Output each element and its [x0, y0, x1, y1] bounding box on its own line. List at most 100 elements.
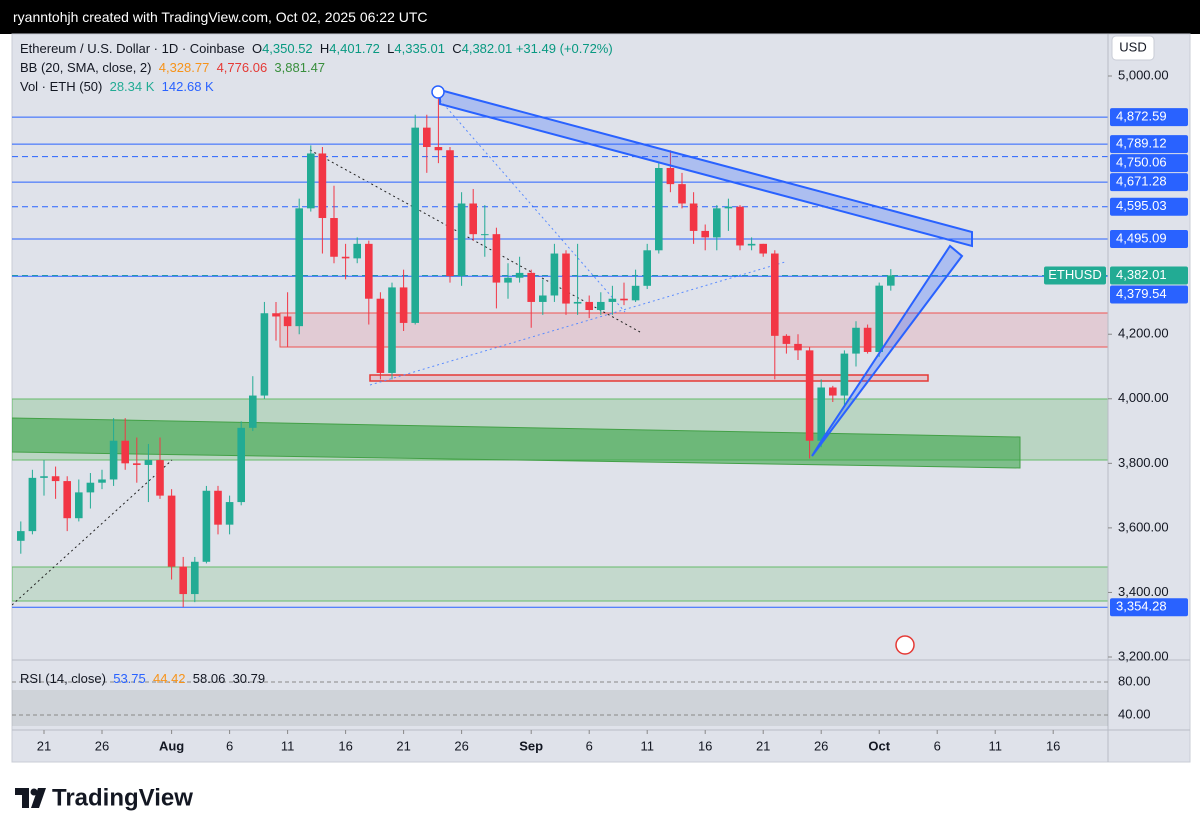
logo-dot [30, 788, 38, 796]
y-tick-label: 3,600.00 [1118, 519, 1169, 534]
x-tick-label: 11 [988, 738, 1002, 753]
y-tick-label: 3,800.00 [1118, 455, 1169, 470]
y-tick-label: 4,000.00 [1118, 390, 1169, 405]
bb: BB (20, SMA, close, 2) [20, 60, 152, 75]
candle-body [550, 253, 559, 296]
legend-row: Vol · ETH (50) 28.34 K 142.68 K [20, 77, 613, 96]
rsi-value: 53.75 [113, 671, 146, 686]
candle-body [376, 298, 385, 373]
bb-basis: 4,328.77 [158, 60, 210, 75]
candle-body [75, 492, 83, 519]
x-tick-label: 16 [338, 738, 352, 753]
candle-body [655, 167, 663, 251]
zone [12, 566, 1108, 602]
price-label-box [1110, 197, 1188, 216]
brand: TradingView [52, 784, 193, 811]
candle-body [620, 298, 628, 301]
l-label: L [387, 41, 395, 56]
candle-body [631, 285, 640, 301]
candle-body [643, 250, 651, 286]
candle-body [295, 208, 303, 327]
x-tick-label: 21 [37, 738, 51, 753]
candle-body [167, 495, 176, 567]
candle-body [504, 277, 512, 283]
candle-body [40, 476, 48, 478]
event-icon[interactable] [895, 635, 915, 655]
y-tick-label: 4,200.00 [1118, 326, 1169, 341]
footer: TradingView [15, 784, 193, 811]
candle-body [86, 482, 95, 493]
vol-ma: 142.68 K [161, 79, 214, 94]
x-tick-label: 26 [814, 738, 828, 753]
x-tick-label: 21 [396, 738, 410, 753]
bb-lower: 3,881.47 [274, 60, 326, 75]
candle-body [237, 427, 245, 503]
candle-body [666, 167, 675, 185]
h-label: H [319, 41, 330, 56]
zone [12, 417, 1021, 469]
candle-body [875, 285, 883, 352]
candle-body [689, 203, 698, 231]
rsi-label: RSI (14, close) [20, 671, 106, 686]
candle-body [562, 253, 570, 304]
rsi-tick-label: 40.00 [1118, 706, 1151, 721]
candle-body [411, 127, 419, 323]
candle-body [887, 275, 895, 286]
x-tick-label: 21 [756, 738, 770, 753]
x-tick-label: 16 [1046, 738, 1060, 753]
candle-body [283, 316, 292, 327]
candle-body [399, 287, 408, 323]
candle-body [225, 502, 234, 525]
trendline [439, 99, 626, 313]
rsi-v4: 30.79 [232, 671, 266, 686]
price-label-box [1110, 135, 1188, 154]
rsi-v3: 58.06 [192, 671, 226, 686]
vol-value: 28.34 K [109, 79, 155, 94]
candle-body [701, 230, 709, 238]
candle-body [817, 387, 825, 441]
candle-body [133, 463, 141, 465]
channel [439, 88, 973, 248]
price-label: 4,379.54 [1116, 286, 1167, 301]
c-label: C [452, 41, 462, 56]
candle-body [272, 313, 280, 317]
candle-body [214, 490, 222, 525]
header-bar: ryanntohjh created with TradingView.com,… [0, 0, 1200, 34]
candle-body [17, 531, 25, 541]
price-label: 4,789.12 [1116, 136, 1167, 151]
currency-button[interactable] [1111, 35, 1155, 61]
rsi-band [12, 690, 1108, 726]
y-tick-label: 5,000.00 [1118, 67, 1169, 82]
o-label: O [251, 41, 263, 56]
candle-body [794, 343, 802, 351]
candle-body [156, 460, 164, 496]
candle-body [330, 218, 338, 257]
x-tick-label: 16 [698, 738, 712, 753]
candle-body [249, 395, 257, 428]
rsi-ma: 44.42 [153, 671, 186, 686]
price-label: 3,354.28 [1116, 599, 1167, 614]
x-tick-label: 26 [454, 738, 468, 753]
candle-body [678, 184, 686, 204]
y-tick-label: 3,200.00 [1118, 648, 1169, 663]
candle-body [388, 287, 396, 373]
candle-body [573, 301, 582, 304]
drawings [12, 99, 1108, 608]
candle-body [144, 460, 153, 465]
candle-body [202, 490, 211, 562]
zone [279, 312, 1108, 348]
candle-body [852, 327, 860, 354]
price-label-box [1110, 266, 1188, 285]
candle-body [423, 127, 431, 148]
low: 4,335.01 [394, 41, 445, 56]
candle-body [98, 479, 106, 483]
x-tick-label: 26 [95, 738, 109, 753]
candle-body [28, 477, 37, 532]
price-label-box [1110, 173, 1188, 192]
trendline [369, 261, 786, 386]
currency[interactable]: USD [1119, 39, 1146, 54]
candle-body [492, 234, 501, 283]
x-tick-label: 11 [640, 738, 654, 753]
trendline [12, 459, 173, 606]
symbol-label-box [1044, 266, 1106, 285]
